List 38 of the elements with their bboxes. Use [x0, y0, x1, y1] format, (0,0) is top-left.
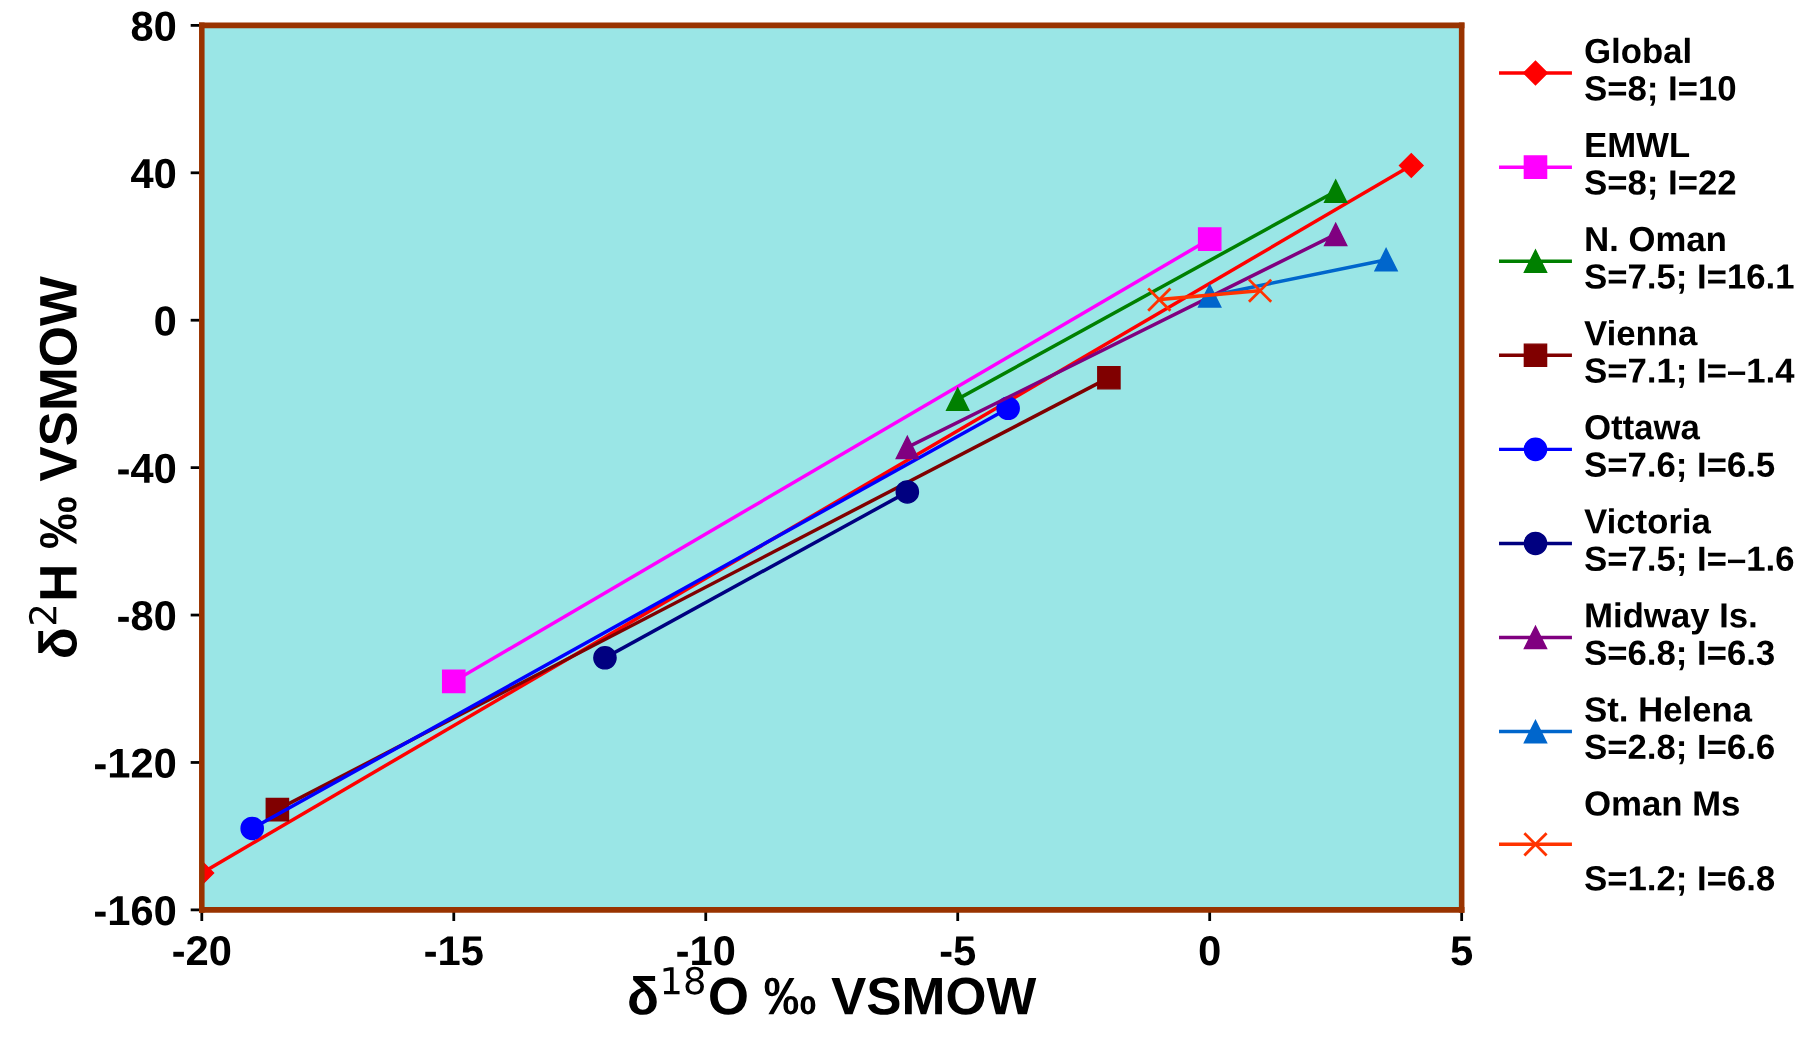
y-tick-label: -80 [118, 601, 176, 631]
x-axis-title: δ$^{18}$O ‰ VSMOW [629, 966, 1037, 1015]
legend-label: Victoria S=7.5; I=–1.6 [1584, 508, 1794, 577]
y-tick-label: -40 [118, 453, 176, 484]
legend-label: Vienna S=7.1; I=–1.4 [1584, 319, 1795, 388]
x-tick-label: -5 [940, 936, 976, 966]
y-tick-label: -160 [95, 895, 176, 926]
point [1146, 287, 1172, 313]
y-tick-label: -120 [95, 748, 176, 778]
legend-label: Global S=8; I=10 [1585, 37, 1736, 106]
legend-label: EMWL S=8; I=22 [1585, 133, 1736, 200]
point [1097, 365, 1121, 390]
point [1247, 278, 1273, 304]
text: Oman Ms S=1.2; I=6.8 [1585, 791, 1775, 896]
point [1374, 247, 1398, 272]
y-axis-title: δ$^{2}$H ‰ VSMOW [28, 276, 78, 657]
point [1197, 227, 1222, 251]
point [895, 435, 920, 460]
point [593, 645, 617, 670]
legend-label: Midway Is. S=6.8; I=6.3 [1585, 602, 1774, 671]
x-tick-label: -15 [425, 936, 483, 966]
y-tick-label: 0 [155, 306, 176, 336]
x-tick-label: 5 [1451, 936, 1473, 966]
x-tick-label: 0 [1199, 935, 1220, 966]
legend-label: Ottawa S=7.6; I=6.5 [1585, 414, 1775, 482]
point [996, 396, 1020, 421]
y-tick-label: 80 [131, 11, 176, 41]
point [945, 387, 970, 411]
point [441, 669, 466, 694]
x-tick-label: -20 [173, 935, 231, 966]
y-tick-label: 40 [131, 158, 176, 189]
point [895, 480, 920, 504]
point [240, 816, 264, 841]
legend-label: St. Helena S=2.8; I=6.6 [1585, 696, 1774, 765]
point [1323, 222, 1348, 247]
x-tick-label: -10 [677, 935, 735, 966]
point [1323, 179, 1348, 204]
legend-label: N. Oman S=7.5; I=16.1 [1585, 226, 1794, 294]
